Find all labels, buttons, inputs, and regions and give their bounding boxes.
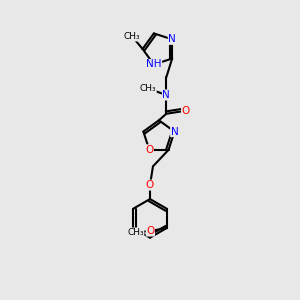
Text: O: O bbox=[182, 106, 190, 116]
Text: O: O bbox=[146, 226, 154, 236]
Text: CH₃: CH₃ bbox=[124, 32, 140, 41]
Text: O: O bbox=[145, 145, 153, 155]
Text: CH₃: CH₃ bbox=[140, 84, 156, 93]
Text: CH₃: CH₃ bbox=[127, 228, 144, 237]
Text: N: N bbox=[163, 90, 170, 100]
Text: NH: NH bbox=[146, 59, 162, 70]
Text: N: N bbox=[171, 127, 178, 136]
Text: O: O bbox=[146, 180, 154, 190]
Text: N: N bbox=[168, 34, 176, 44]
